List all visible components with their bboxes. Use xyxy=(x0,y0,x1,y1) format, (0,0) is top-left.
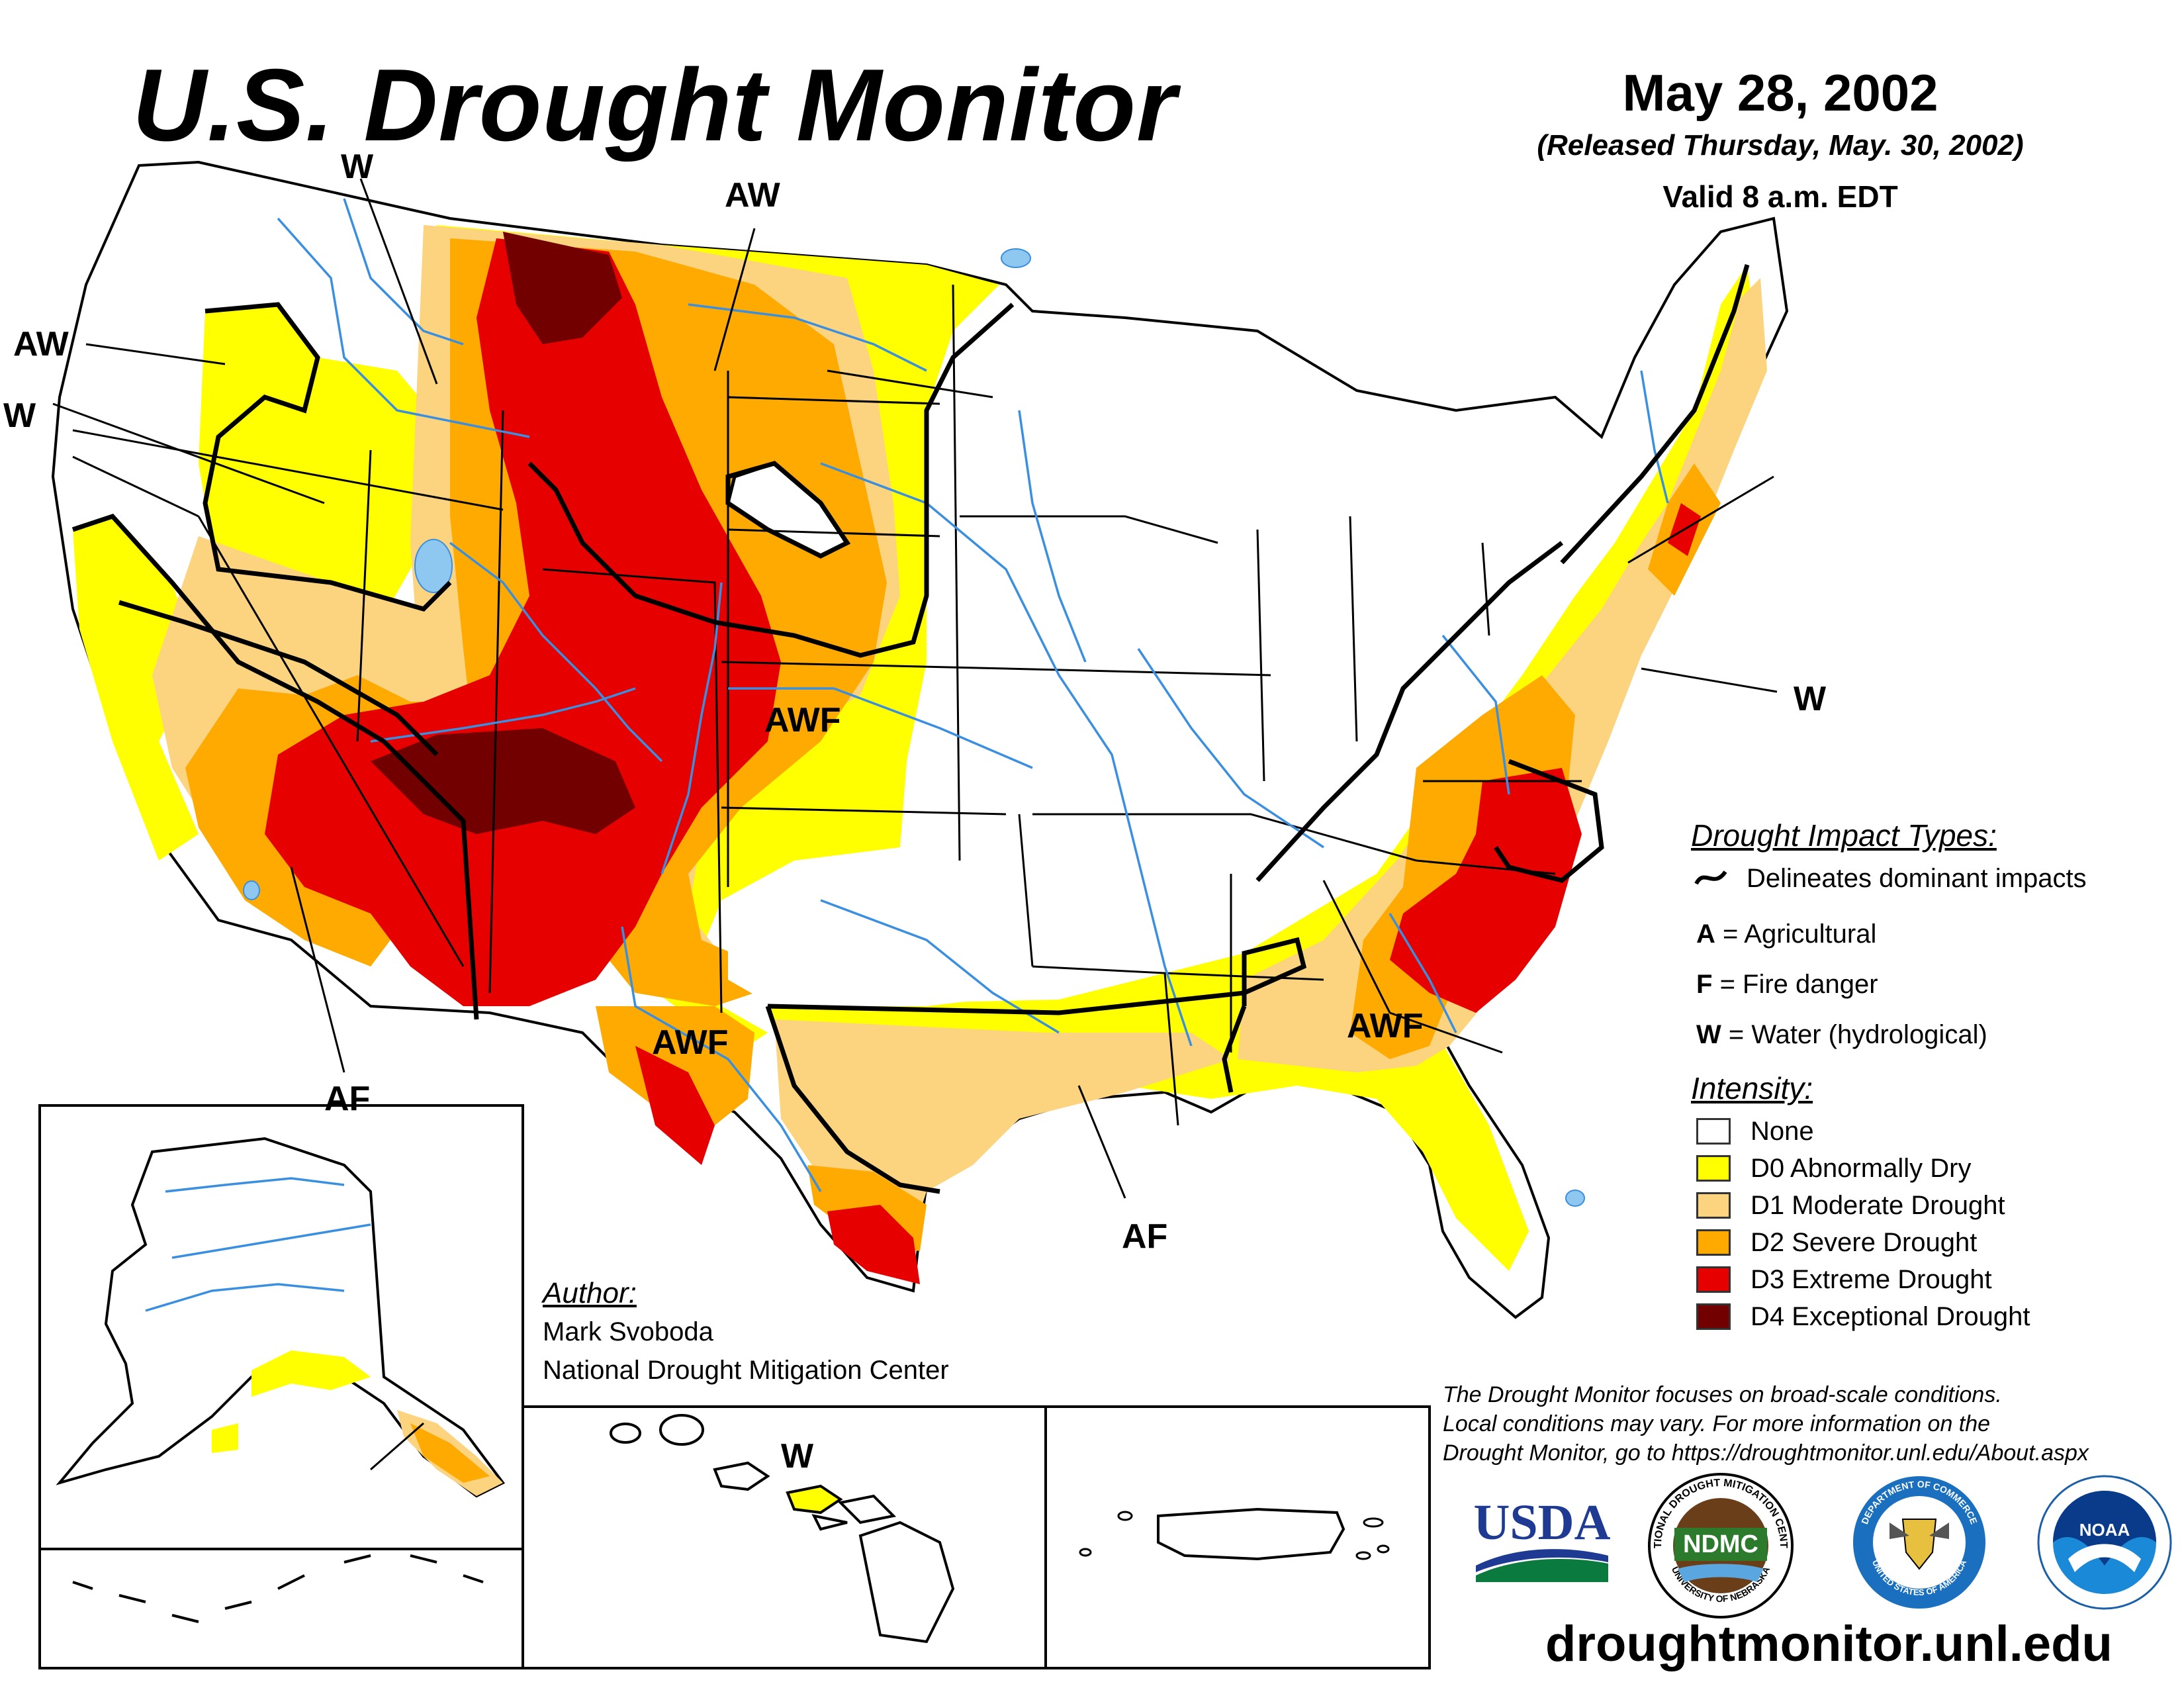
intensity-label: D4 Exceptional Drought xyxy=(1751,1301,2030,1331)
lakes xyxy=(243,248,1585,1207)
impact-fire: F = Fire danger xyxy=(1691,966,2167,1003)
impact-text: = Water (hydrological) xyxy=(1728,1019,1987,1049)
noaa-logo[interactable]: NOAA xyxy=(2035,1473,2174,1612)
pr-small-islands xyxy=(1079,1511,1390,1560)
impact-code: F xyxy=(1696,969,1713,999)
label-af-louisiana: AF xyxy=(1122,1217,1168,1256)
disclaimer-line: Local conditions may vary. For more info… xyxy=(1443,1411,1991,1436)
author-heading: Author: xyxy=(543,1277,637,1309)
intensity-list: None D0 Abnormally Dry D1 Moderate Drought… xyxy=(1691,1113,2167,1335)
intensity-swatch xyxy=(1696,1192,1731,1219)
puerto-rico-outline xyxy=(1157,1507,1345,1561)
impact-code: W xyxy=(1696,1019,1721,1049)
label-awf-colorado: AWF xyxy=(764,701,841,739)
map-title: U.S. Drought Monitor xyxy=(132,48,1177,162)
impact-water: W = Water (hydrological) xyxy=(1691,1016,2167,1053)
alaska-d0-small xyxy=(212,1423,238,1453)
disclaimer: The Drought Monitor focuses on broad-sca… xyxy=(1443,1380,2171,1468)
state-boundaries xyxy=(72,284,1774,1126)
valid-time: Valid 8 a.m. EDT xyxy=(1662,179,1898,214)
legend: Drought Impact Types: Delineates dominan… xyxy=(1691,818,2167,1335)
rivers xyxy=(277,198,1669,1192)
map-date: May 28, 2002 xyxy=(1622,64,1938,122)
intensity-swatch xyxy=(1696,1118,1731,1145)
intensity-row: D0 Abnormally Dry xyxy=(1691,1150,2167,1187)
label-w-east: W xyxy=(1794,680,1827,718)
alaska-rivers xyxy=(145,1177,371,1312)
label-w-hawaii: W xyxy=(781,1437,814,1476)
ndmc-logo-text: NDMC xyxy=(1683,1530,1758,1558)
author-block: Author: Mark Svoboda National Drought Mi… xyxy=(543,1274,949,1389)
intensity-label: None xyxy=(1751,1116,1814,1146)
intensity-row: D1 Moderate Drought xyxy=(1691,1187,2167,1224)
intensity-row: D2 Severe Drought xyxy=(1691,1224,2167,1261)
author-org: National Drought Mitigation Center xyxy=(543,1356,949,1385)
label-aw-west: AW xyxy=(13,325,69,363)
none-areas-texas xyxy=(728,880,1039,1006)
intensity-swatch xyxy=(1696,1303,1731,1330)
label-leaders xyxy=(52,178,1778,1493)
website-link[interactable]: droughtmonitor.unl.edu xyxy=(1545,1616,2113,1672)
delineation-line-icon xyxy=(1694,870,1727,885)
intensity-row: D3 Extreme Drought xyxy=(1691,1261,2167,1298)
commerce-logo[interactable]: DEPARTMENT OF COMMERCE UNITED STATES OF … xyxy=(1850,1473,1989,1612)
impact-code: A xyxy=(1696,919,1715,949)
usda-logo-text: USDA xyxy=(1474,1495,1611,1550)
hawaii-islands xyxy=(610,1414,955,1644)
delineation-text: Delineates dominant impacts xyxy=(1747,863,2087,893)
noaa-logo-text: NOAA xyxy=(2079,1520,2130,1540)
intensity-swatch xyxy=(1696,1229,1731,1256)
alaska-d2 xyxy=(410,1423,490,1483)
impact-text: = Fire danger xyxy=(1719,969,1878,999)
delineation-key: Delineates dominant impacts xyxy=(1691,860,2167,897)
d3-areas xyxy=(265,238,1701,1284)
intensity-swatch xyxy=(1696,1266,1731,1293)
intensity-row: D4 Exceptional Drought xyxy=(1691,1298,2167,1335)
label-aw-north: AW xyxy=(725,176,780,214)
release-date: (Released Thursday, May. 30, 2002) xyxy=(1537,129,2024,162)
disclaimer-line: The Drought Monitor focuses on broad-sca… xyxy=(1443,1382,2002,1407)
aleutian-islands xyxy=(72,1554,484,1623)
label-awf-texas: AWF xyxy=(652,1023,729,1062)
impact-types-heading: Drought Impact Types: xyxy=(1691,818,1997,853)
author-name: Mark Svoboda xyxy=(543,1317,713,1346)
label-w-pacific-northwest: W xyxy=(341,148,374,186)
intensity-label: D3 Extreme Drought xyxy=(1751,1264,1992,1294)
impact-agricultural: A = Agricultural xyxy=(1691,915,2167,953)
intensity-label: D0 Abnormally Dry xyxy=(1751,1153,1972,1183)
impact-text: = Agricultural xyxy=(1723,919,1877,949)
intensity-label: D1 Moderate Drought xyxy=(1751,1190,2005,1220)
intensity-label: D2 Severe Drought xyxy=(1751,1227,1978,1257)
intensity-heading: Intensity: xyxy=(1691,1071,1813,1105)
label-w-west: W xyxy=(3,397,36,435)
impact-lines xyxy=(71,264,1750,1194)
label-af-arizona: AF xyxy=(324,1080,371,1118)
alaska-leader xyxy=(370,1422,424,1471)
hawaii-inset-frame xyxy=(522,1405,1047,1669)
ndmc-logo[interactable]: NATIONAL DROUGHT MITIGATION CENTER UNIVE… xyxy=(1645,1470,1797,1622)
intensity-swatch xyxy=(1696,1155,1731,1182)
usda-logo[interactable]: USDA xyxy=(1469,1489,1615,1602)
disclaimer-line[interactable]: Drought Monitor, go to https://droughtmo… xyxy=(1443,1440,2089,1466)
intensity-row: None xyxy=(1691,1113,2167,1150)
label-awf-southeast: AWF xyxy=(1347,1007,1424,1045)
alaska-d0 xyxy=(251,1350,371,1397)
